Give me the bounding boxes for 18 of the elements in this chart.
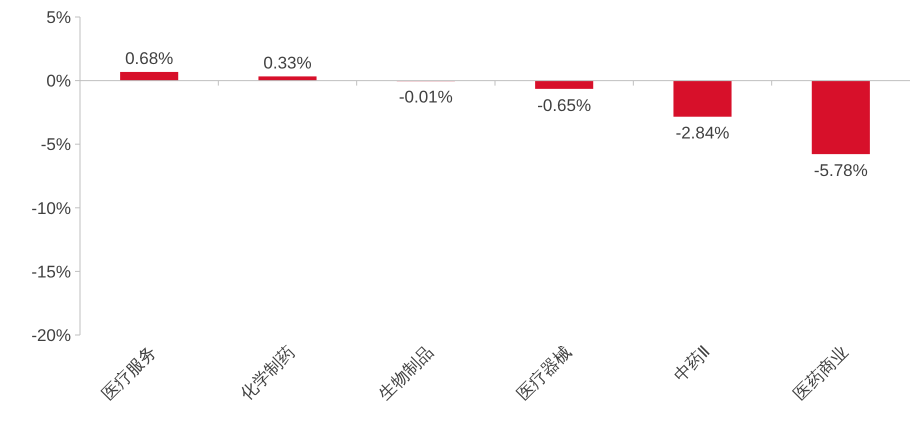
x-tick-label: 中药Ⅱ	[670, 342, 714, 386]
y-tick-label: -5%	[40, 135, 71, 154]
y-tick-label: -15%	[31, 262, 71, 282]
x-tick-label: 医疗器械	[513, 342, 575, 404]
data-label: 0.68%	[125, 48, 174, 68]
x-tick-label: 医疗服务	[98, 342, 160, 404]
y-tick-label: 5%	[46, 8, 71, 27]
x-tick-label: 化学制药	[236, 342, 298, 404]
y-tick-label: -10%	[31, 198, 71, 218]
y-tick-label: -20%	[31, 326, 71, 345]
x-tick-label: 生物制品	[375, 342, 437, 404]
data-label: -2.84%	[676, 124, 730, 143]
data-label: -5.78%	[814, 161, 868, 180]
data-label: -0.65%	[537, 96, 592, 115]
data-label: 0.33%	[263, 53, 312, 72]
data-label: -0.01%	[398, 88, 453, 107]
x-tick-label: 医药商业	[790, 342, 852, 404]
y-tick-label: 0%	[46, 72, 71, 91]
